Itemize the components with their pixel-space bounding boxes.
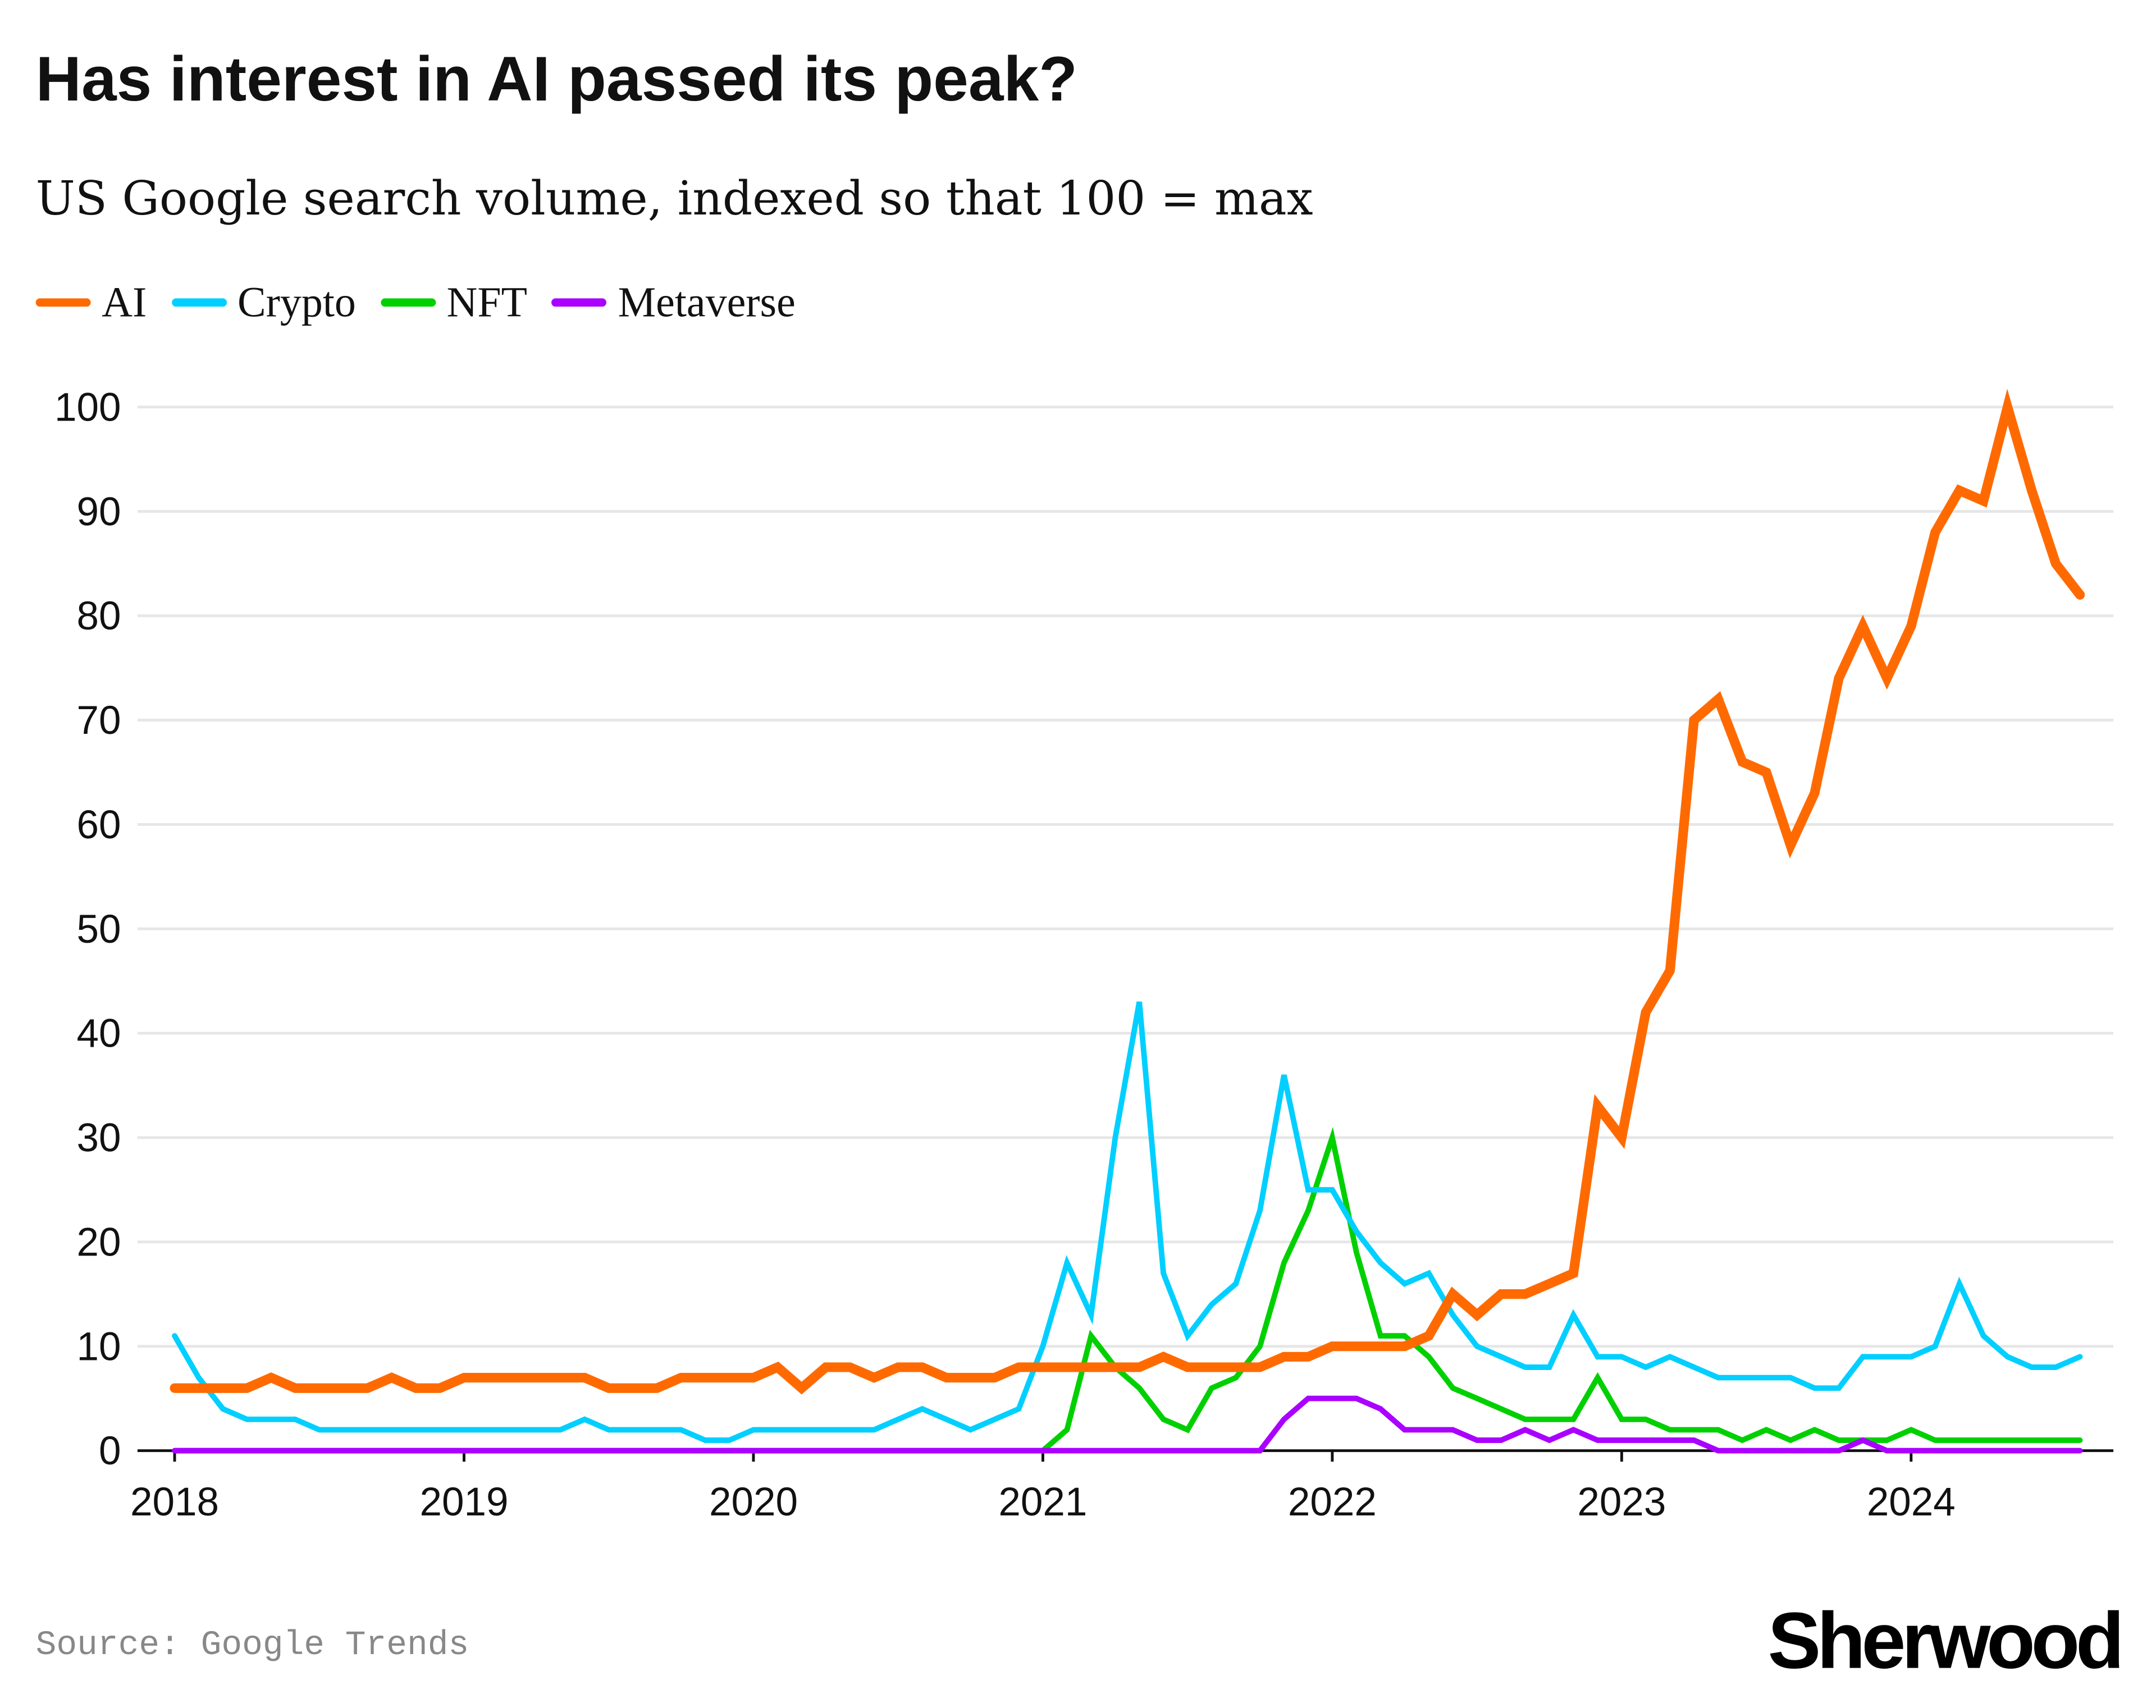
legend-item: NFT	[380, 277, 528, 327]
x-tick-label: 2021	[998, 1480, 1087, 1524]
legend-swatch	[380, 298, 436, 307]
legend-swatch	[552, 298, 607, 307]
chart-title: Has interest in AI passed its peak?	[35, 42, 1077, 115]
y-tick-label: 50	[77, 907, 121, 952]
series-line-ai	[170, 389, 2085, 1395]
legend-item: Metaverse	[552, 278, 796, 327]
sherwood-logo: Sherwood	[1767, 1596, 2125, 1686]
x-tick-label: 2018	[130, 1480, 219, 1524]
legend-item: Crypto	[171, 277, 356, 327]
legend-label: Crypto	[237, 277, 356, 326]
legend-label: AI	[102, 277, 147, 326]
y-tick-label: 40	[77, 1012, 121, 1056]
x-tick-label: 2023	[1577, 1480, 1666, 1524]
y-tick-label: 10	[77, 1325, 121, 1369]
x-tick-label: 2019	[419, 1480, 508, 1524]
y-tick-label: 80	[77, 594, 121, 638]
series-line-crypto	[172, 1001, 2083, 1443]
chart-subtitle: US Google search volume, indexed so that…	[35, 172, 1313, 227]
source-note: Source: Google Trends	[35, 1625, 469, 1665]
legend-label: NFT	[446, 277, 528, 326]
series-line-nft	[172, 1127, 2083, 1454]
series-line-metaverse	[172, 1395, 2083, 1454]
y-tick-label: 70	[77, 698, 121, 743]
legend-swatch	[171, 298, 227, 307]
y-tick-label: 20	[77, 1220, 121, 1264]
legend-item: AI	[35, 277, 147, 327]
y-tick-label: 90	[77, 490, 121, 534]
y-tick-label: 60	[77, 803, 121, 847]
x-tick-label: 2020	[709, 1480, 798, 1524]
legend: AI Crypto NFT Metaverse	[35, 277, 796, 327]
legend-swatch	[35, 298, 91, 307]
x-tick-label: 2022	[1288, 1480, 1377, 1524]
legend-label: Metaverse	[618, 277, 796, 326]
y-tick-label: 100	[54, 385, 121, 430]
x-tick-label: 2024	[1867, 1480, 1956, 1524]
y-tick-label: 30	[77, 1116, 121, 1161]
y-tick-label: 0	[99, 1429, 121, 1473]
